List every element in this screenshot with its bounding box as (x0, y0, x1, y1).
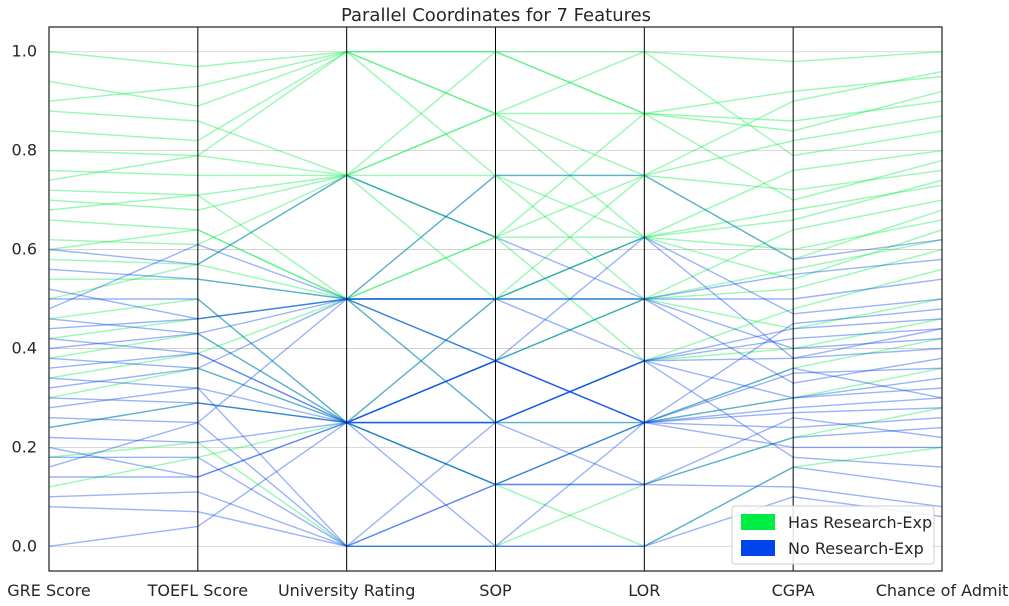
y-tick-label: 1.0 (12, 42, 37, 61)
axis-name-label: TOEFL Score (147, 581, 249, 600)
axis-name-label: CGPA (772, 581, 815, 600)
plot-frame (48, 26, 943, 572)
legend-box (731, 505, 935, 565)
y-tick-labels: 0.0 0.2 0.4 0.6 0.8 1.0 (12, 42, 37, 556)
axis-name-label: GRE Score (7, 581, 91, 600)
legend-swatch-1 (741, 540, 775, 556)
chart-title: Parallel Coordinates for 7 Features (341, 5, 651, 26)
y-tick-label: 0.8 (12, 141, 37, 160)
axis-name-label: SOP (479, 581, 512, 600)
axis-name-labels: GRE Score TOEFL Score University Rating SOP… (7, 581, 1008, 600)
y-tick-label: 0.2 (12, 437, 37, 456)
axis-name-label: Chance of Admit (876, 581, 1009, 600)
axis-name-label: LOR (628, 581, 660, 600)
y-tick-label: 0.6 (12, 240, 37, 259)
legend-swatch-0 (741, 514, 775, 530)
y-tick-label: 0.4 (12, 338, 37, 357)
legend-label-0: Has Research-Exp (788, 513, 932, 532)
y-tick-label: 0.0 (12, 536, 37, 555)
legend: Has Research-Exp No Research-Exp (731, 505, 935, 565)
axis-name-label: University Rating (278, 581, 415, 600)
legend-label-1: No Research-Exp (788, 539, 924, 558)
feature-axes (197, 27, 794, 571)
